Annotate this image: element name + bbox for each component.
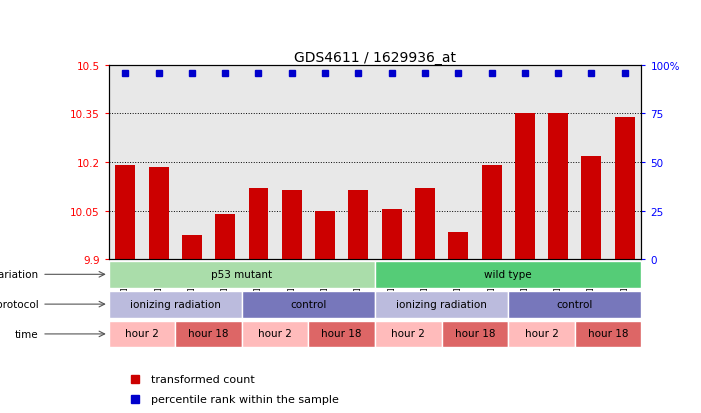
Bar xyxy=(308,321,375,347)
Text: control: control xyxy=(290,299,327,309)
Text: hour 2: hour 2 xyxy=(391,328,426,339)
Bar xyxy=(175,321,242,347)
Bar xyxy=(582,156,601,260)
Bar xyxy=(315,211,335,260)
Bar xyxy=(449,232,468,260)
Bar xyxy=(508,291,641,318)
Bar xyxy=(482,166,502,260)
Text: control: control xyxy=(557,299,593,309)
Bar xyxy=(115,166,135,260)
Bar xyxy=(242,321,308,347)
Bar xyxy=(109,291,242,318)
Text: ionizing radiation: ionizing radiation xyxy=(396,299,487,309)
Text: percentile rank within the sample: percentile rank within the sample xyxy=(151,394,339,404)
Bar xyxy=(242,291,375,318)
Bar xyxy=(215,214,236,260)
Bar xyxy=(515,114,535,260)
Text: wild type: wild type xyxy=(484,269,532,279)
Bar xyxy=(375,321,442,347)
Text: ionizing radiation: ionizing radiation xyxy=(130,299,221,309)
Text: hour 18: hour 18 xyxy=(322,328,362,339)
Bar xyxy=(442,321,508,347)
Text: hour 2: hour 2 xyxy=(524,328,559,339)
Bar xyxy=(149,168,169,260)
Text: p53 mutant: p53 mutant xyxy=(211,269,273,279)
Bar xyxy=(182,235,202,260)
Bar xyxy=(382,210,402,260)
Text: hour 2: hour 2 xyxy=(125,328,159,339)
Bar xyxy=(615,117,635,260)
Text: transformed count: transformed count xyxy=(151,374,255,384)
Bar xyxy=(548,114,568,260)
Bar xyxy=(282,190,302,260)
Bar xyxy=(109,321,175,347)
Bar xyxy=(415,189,435,260)
Text: hour 18: hour 18 xyxy=(588,328,628,339)
Title: GDS4611 / 1629936_at: GDS4611 / 1629936_at xyxy=(294,51,456,65)
Bar xyxy=(348,190,369,260)
Text: time: time xyxy=(15,329,39,339)
Text: hour 18: hour 18 xyxy=(455,328,495,339)
Text: hour 2: hour 2 xyxy=(258,328,292,339)
Bar xyxy=(375,261,641,288)
Text: protocol: protocol xyxy=(0,299,39,309)
Text: hour 18: hour 18 xyxy=(189,328,229,339)
Bar xyxy=(249,189,268,260)
Bar xyxy=(575,321,641,347)
Bar xyxy=(508,321,575,347)
Text: genotype/variation: genotype/variation xyxy=(0,270,39,280)
Bar xyxy=(109,261,375,288)
Bar xyxy=(375,291,508,318)
